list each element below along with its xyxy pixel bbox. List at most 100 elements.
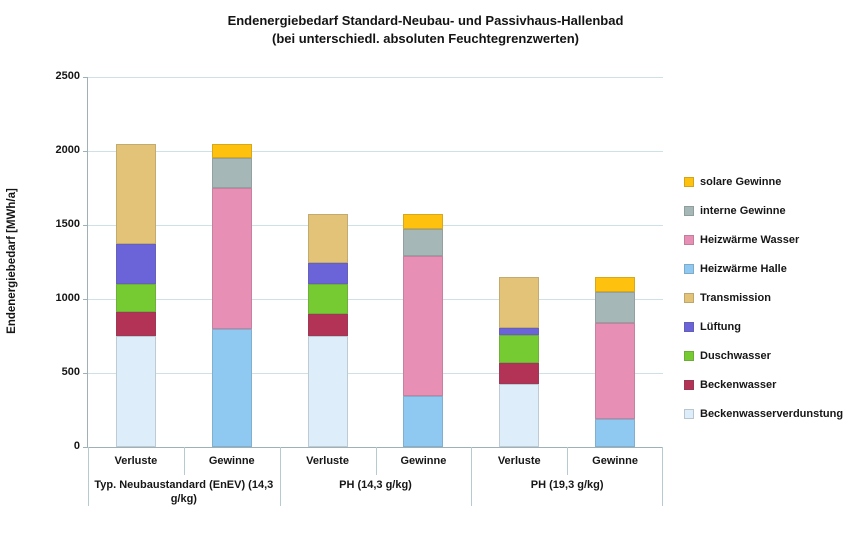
legend-item-beckenwasser: Beckenwasser <box>684 379 849 391</box>
x-axis-group-label-2: PH (14,3 g/kg) <box>339 479 412 491</box>
stacked-bar-gewinne-6 <box>595 276 636 447</box>
bar-segment-beckenwasserverdunstung <box>499 384 540 447</box>
legend-label-beckenwasser: Beckenwasser <box>700 379 777 391</box>
y-tick-label-0: 0 <box>73 440 80 452</box>
x-axis-group-label-1: Typ. Neubaustandard (EnEV) (14,3 g/kg) <box>94 479 274 505</box>
x-axis-bar-label-gewinne: Gewinne <box>592 455 638 467</box>
x-axis-group-divider <box>88 447 89 506</box>
legend-swatch-interne-gewinne <box>684 206 694 216</box>
legend-swatch-heizwaerme-halle <box>684 264 694 274</box>
stacked-bar-verluste-5 <box>499 276 540 447</box>
bar-segment-lueftung <box>307 263 348 285</box>
y-axis-line <box>87 77 88 448</box>
legend-label-solare-gewinne: solare Gewinne <box>700 176 782 188</box>
legend-swatch-duschwasser <box>684 351 694 361</box>
bar-segment-duschwasser <box>115 284 156 313</box>
legend: solare Gewinne interne Gewinne Heizwärme W… <box>684 176 849 420</box>
bar-segment-heizwaerme-halle <box>595 418 636 447</box>
legend-label-heizwaerme-halle: Heizwärme Halle <box>700 263 787 275</box>
legend-item-heizwaerme-wasser: Heizwärme Wasser <box>684 234 849 246</box>
legend-item-heizwaerme-halle: Heizwärme Halle <box>684 263 849 275</box>
x-axis-bar-label-verluste: Verluste <box>497 455 541 467</box>
x-axis-group-divider <box>662 447 663 506</box>
chart-title-line2: (bei unterschiedl. absoluten Feuchtegren… <box>272 31 579 46</box>
legend-swatch-beckenwasserverdunstung <box>684 409 694 419</box>
legend-swatch-lueftung <box>684 322 694 332</box>
y-tick-mark <box>83 77 87 78</box>
legend-label-interne-gewinne: interne Gewinne <box>700 205 786 217</box>
y-tick-label-1000: 1000 <box>55 292 80 304</box>
x-axis-group-label-3: PH (19,3 g/kg) <box>530 479 604 491</box>
legend-swatch-beckenwasser <box>684 380 694 390</box>
gridline-1500 <box>88 225 663 226</box>
legend-item-beckenwasserverdunstung: Beckenwasserverdunstung <box>684 408 849 420</box>
y-tick-label-2500: 2500 <box>55 70 80 82</box>
bar-segment-solare-gewinne <box>211 143 252 159</box>
bar-segment-interne-gewinne <box>403 228 444 257</box>
bar-segment-heizwaerme-wasser <box>595 322 636 419</box>
x-axis-bar-divider <box>184 447 185 475</box>
gridline-2500 <box>88 77 663 78</box>
legend-item-duschwasser: Duschwasser <box>684 350 849 362</box>
legend-label-beckenwasserverdunstung: Beckenwasserverdunstung <box>700 408 844 420</box>
legend-item-lueftung: Lüftung <box>684 321 849 333</box>
x-axis-group-divider <box>471 447 472 506</box>
x-axis-bar-divider <box>567 447 568 475</box>
bar-segment-beckenwasser <box>499 362 540 385</box>
bar-segment-interne-gewinne <box>595 292 636 323</box>
legend-label-duschwasser: Duschwasser <box>700 350 771 362</box>
chart-title-line1: Endenergiebedarf Standard-Neubau- und Pa… <box>227 13 624 28</box>
legend-swatch-transmission <box>684 293 694 303</box>
bar-segment-beckenwasser <box>115 312 156 336</box>
x-axis: Verluste Gewinne Typ. Neubaustandard (EnEV… <box>88 447 663 509</box>
gridline-500 <box>88 373 663 374</box>
stacked-bar-gewinne-2 <box>211 143 252 447</box>
y-tick-mark <box>83 299 87 300</box>
legend-swatch-heizwaerme-wasser <box>684 235 694 245</box>
bar-segment-transmission <box>499 276 540 328</box>
legend-item-interne-gewinne: interne Gewinne <box>684 205 849 217</box>
bar-segment-heizwaerme-halle <box>211 328 252 447</box>
bar-segment-beckenwasserverdunstung <box>307 336 348 447</box>
y-tick-label-500: 500 <box>61 366 80 378</box>
legend-swatch-solare-gewinne <box>684 177 694 187</box>
bar-segment-duschwasser <box>307 284 348 314</box>
x-axis-bar-divider <box>376 447 377 475</box>
x-axis-bar-label-gewinne: Gewinne <box>208 455 255 467</box>
y-tick-label-2000: 2000 <box>55 144 80 156</box>
bar-segment-heizwaerme-wasser <box>211 188 252 329</box>
bar-segment-lueftung <box>115 244 156 285</box>
x-axis-bar-label-verluste: Verluste <box>306 455 349 467</box>
plot-area <box>88 77 663 447</box>
bar-segment-beckenwasserverdunstung <box>115 336 156 447</box>
y-tick-mark <box>83 447 87 448</box>
bar-segment-solare-gewinne <box>403 213 444 229</box>
legend-label-lueftung: Lüftung <box>700 321 741 333</box>
y-tick-mark <box>83 225 87 226</box>
bar-segment-lueftung <box>499 327 540 335</box>
x-axis-bar-label-gewinne: Gewinne <box>400 455 447 467</box>
y-axis-title: Endenergiebedarf [MWh/a] <box>6 188 18 334</box>
legend-item-transmission: Transmission <box>684 292 849 304</box>
legend-label-transmission: Transmission <box>700 292 771 304</box>
x-axis-group-divider <box>280 447 281 506</box>
stacked-bar-verluste-3 <box>307 213 348 447</box>
gridline-1000 <box>88 299 663 300</box>
bar-segment-duschwasser <box>499 334 540 363</box>
y-tick-mark <box>83 151 87 152</box>
gridline-2000 <box>88 151 663 152</box>
legend-item-solare-gewinne: solare Gewinne <box>684 176 849 188</box>
x-axis-bar-label-verluste: Verluste <box>114 455 158 467</box>
stacked-bar-gewinne-4 <box>403 213 444 447</box>
y-tick-label-1500: 1500 <box>55 218 80 230</box>
bar-segment-interne-gewinne <box>211 158 252 188</box>
bar-segment-heizwaerme-halle <box>403 395 444 447</box>
bar-segment-transmission <box>115 143 156 245</box>
bar-segment-beckenwasser <box>307 313 348 336</box>
x-axis-baseline <box>88 447 663 448</box>
bar-segment-transmission <box>307 213 348 264</box>
y-tick-mark <box>83 373 87 374</box>
chart-title: Endenergiebedarf Standard-Neubau- und Pa… <box>0 12 851 48</box>
bar-segment-solare-gewinne <box>595 276 636 293</box>
